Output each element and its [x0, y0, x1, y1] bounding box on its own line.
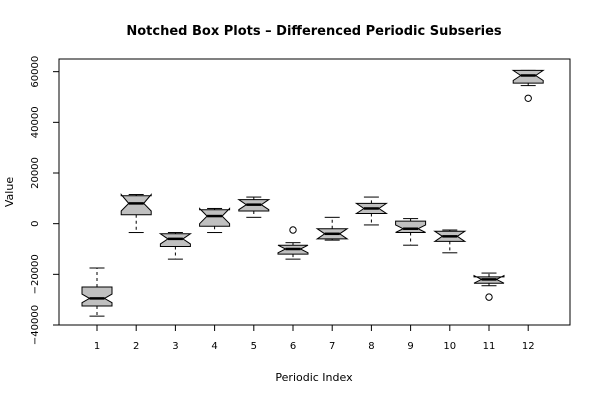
- notched-box: [199, 207, 231, 227]
- x-tick-label: 12: [522, 341, 535, 352]
- y-tick-label: −40000: [30, 305, 41, 345]
- notched-box: [81, 286, 113, 307]
- x-axis: 1 2 3 4 5 6 7 8 9 10 11 12: [94, 324, 535, 352]
- box-4: [199, 207, 231, 234]
- box-6: [277, 226, 309, 260]
- x-axis-label: Periodic Index: [275, 371, 353, 384]
- box-3: [158, 232, 193, 260]
- y-tick-label: 20000: [30, 157, 41, 189]
- box-12: [511, 69, 545, 102]
- box-10: [433, 229, 467, 254]
- x-tick-label: 5: [251, 341, 257, 352]
- x-tick-label: 6: [290, 341, 296, 352]
- boxes-group: [81, 69, 545, 317]
- x-tick-label: 1: [94, 341, 100, 352]
- outlier-point: [485, 293, 493, 301]
- box-11: [473, 272, 505, 301]
- notched-box: [158, 233, 193, 247]
- y-tick-label: 60000: [30, 56, 41, 88]
- y-tick-label: −20000: [30, 254, 41, 294]
- x-tick-label: 8: [368, 341, 374, 352]
- notched-box: [395, 220, 427, 233]
- x-tick-label: 3: [172, 341, 178, 352]
- box-2: [120, 193, 152, 234]
- y-tick-label: 40000: [30, 106, 41, 138]
- x-tick-label: 11: [483, 341, 496, 352]
- y-axis: −40000 −20000 0 20000 40000 60000: [30, 56, 60, 345]
- box-7: [315, 216, 349, 241]
- outlier-point: [524, 94, 532, 102]
- outlier-point: [289, 226, 297, 234]
- x-tick-label: 10: [443, 341, 456, 352]
- box-5: [237, 196, 271, 218]
- x-tick-label: 7: [329, 341, 335, 352]
- y-axis-label: Value: [3, 177, 16, 207]
- x-tick-label: 2: [133, 341, 139, 352]
- notched-box: [511, 69, 545, 84]
- y-tick-label: 0: [30, 220, 41, 226]
- x-tick-label: 9: [407, 341, 413, 352]
- box-8: [354, 196, 389, 226]
- chart-title: Notched Box Plots – Differenced Periodic…: [126, 24, 502, 39]
- x-tick-label: 4: [211, 341, 217, 352]
- box-9: [395, 218, 427, 246]
- box-1: [81, 267, 113, 317]
